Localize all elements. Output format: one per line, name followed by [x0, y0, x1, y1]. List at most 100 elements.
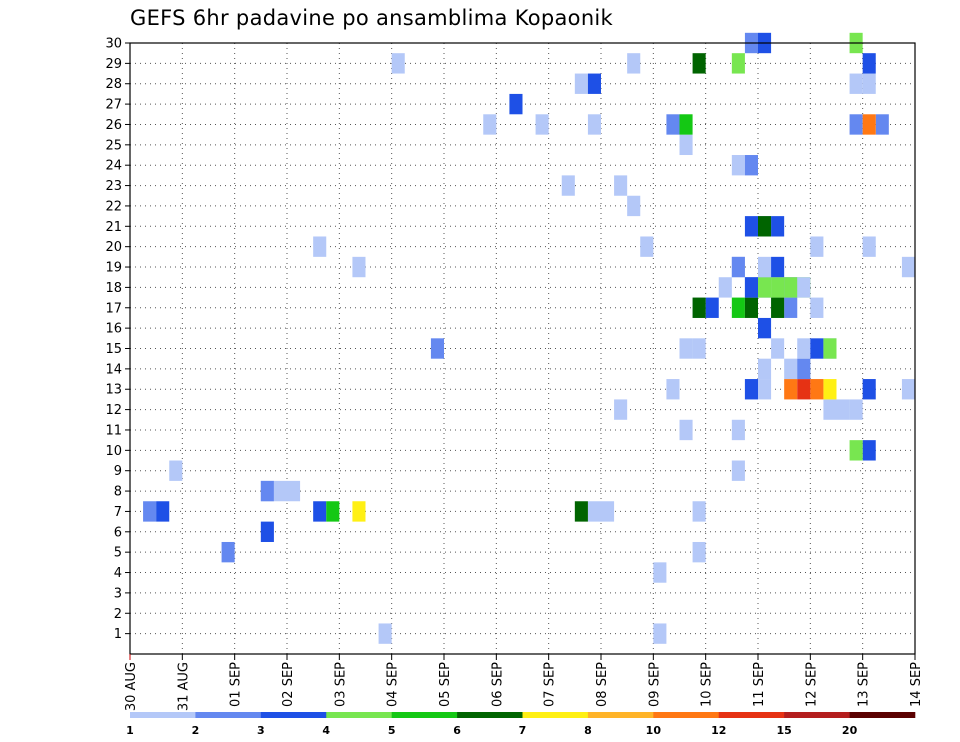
- heatmap-cell: [810, 379, 824, 400]
- heatmap-cell: [679, 114, 693, 135]
- heatmap-cell: [509, 93, 523, 115]
- heatmap-cell: [823, 379, 837, 400]
- legend-label: 10: [646, 724, 662, 737]
- y-axis: 1234567891011121314151617181920212223242…: [105, 37, 130, 642]
- heatmap-cell: [221, 541, 235, 563]
- heatmap-cell: [784, 358, 798, 380]
- heatmap-cell: [601, 501, 615, 522]
- heatmap-cell: [352, 501, 366, 522]
- heatmap-cell: [823, 338, 837, 359]
- y-tick-label: 16: [105, 322, 122, 337]
- legend-swatch: [653, 712, 720, 718]
- y-tick-label: 6: [114, 525, 122, 540]
- heatmap-cell: [692, 53, 706, 74]
- heatmap-cell: [862, 53, 876, 74]
- legend-label: 4: [322, 724, 330, 737]
- heatmap-cell: [758, 379, 772, 400]
- x-tick-label: 30 AUG: [124, 662, 139, 711]
- y-tick-label: 26: [105, 118, 122, 133]
- x-tick-label: 02 SEP: [281, 662, 296, 707]
- heatmap-cell: [666, 379, 680, 400]
- heatmap-cell: [744, 216, 758, 237]
- x-tick-label: 09 SEP: [647, 662, 662, 707]
- y-tick-label: 1: [114, 627, 122, 642]
- heatmap-cell: [744, 155, 758, 176]
- heatmap-cell: [483, 114, 497, 135]
- heatmap-cell: [797, 358, 811, 380]
- heatmap-cell: [731, 256, 745, 278]
- heatmap-cell: [718, 277, 732, 298]
- heatmap-cell: [535, 114, 549, 135]
- legend-swatch: [326, 712, 392, 718]
- y-tick-label: 30: [105, 37, 122, 52]
- y-tick-label: 11: [105, 423, 122, 438]
- heatmap-cell: [731, 460, 745, 481]
- legend-label: 12: [711, 724, 726, 737]
- heatmap-cell: [744, 297, 758, 318]
- heatmap-cell: [143, 501, 157, 522]
- heatmap-cell: [797, 277, 811, 298]
- heatmap-cell: [771, 216, 785, 237]
- heatmap-cell: [849, 399, 863, 420]
- legend-label: 6: [453, 724, 461, 737]
- heatmap-cell: [574, 501, 588, 522]
- y-tick-label: 2: [114, 607, 122, 622]
- heatmap-cell: [862, 379, 876, 400]
- x-tick-label: 07 SEP: [543, 662, 558, 707]
- heatmap-cell: [836, 399, 850, 420]
- heatmap-cell: [692, 541, 706, 563]
- y-tick-label: 20: [105, 240, 122, 255]
- heatmap-cell: [692, 338, 706, 359]
- legend-swatch: [718, 712, 785, 718]
- legend-swatch: [391, 712, 458, 718]
- heatmap-cell: [731, 419, 745, 441]
- y-tick-label: 14: [105, 362, 122, 377]
- heatmap-cell: [862, 114, 876, 135]
- legend-swatch: [849, 712, 916, 718]
- y-tick-label: 28: [105, 77, 122, 92]
- heatmap-cell: [744, 277, 758, 298]
- heatmap-cell: [862, 73, 876, 94]
- legend-swatch: [457, 712, 523, 718]
- heatmap-cell: [797, 338, 811, 359]
- x-tick-label: 31 AUG: [176, 662, 191, 711]
- x-tick-label: 11 SEP: [752, 662, 767, 707]
- heatmap-cell: [287, 480, 301, 502]
- heatmap-cell: [901, 379, 915, 400]
- legend-label: 5: [388, 724, 396, 737]
- legend-label: 2: [192, 724, 200, 737]
- heatmap-cell: [169, 460, 183, 481]
- heatmap-cell: [574, 73, 588, 94]
- y-tick-label: 19: [105, 261, 122, 276]
- x-tick-label: 03 SEP: [333, 662, 348, 707]
- heatmap-cell: [378, 623, 392, 644]
- y-tick-label: 25: [105, 138, 122, 153]
- legend-swatch: [260, 712, 327, 718]
- y-tick-label: 29: [105, 57, 122, 72]
- heatmap-cell: [313, 236, 327, 257]
- y-tick-label: 24: [105, 159, 122, 174]
- heatmap-cell: [561, 175, 575, 196]
- x-tick-label: 08 SEP: [595, 662, 610, 707]
- heatmap-cell: [771, 338, 785, 359]
- heatmap-cell: [679, 338, 693, 359]
- y-tick-label: 10: [105, 444, 122, 459]
- legend-label: 15: [777, 724, 792, 737]
- legend-swatch: [587, 712, 654, 718]
- heatmap-cell: [849, 73, 863, 94]
- x-tick-label: 01 SEP: [229, 662, 244, 707]
- heatmap-cell: [758, 317, 772, 339]
- heatmap-cell: [627, 53, 641, 74]
- legend-label: 7: [519, 724, 527, 737]
- heatmap-cell: [731, 53, 745, 74]
- chart-title: GEFS 6hr padavine po ansamblima Kopaonik: [130, 6, 614, 30]
- x-tick-label: 06 SEP: [490, 662, 505, 707]
- heatmap-cell: [862, 440, 876, 461]
- y-tick-label: 4: [114, 566, 122, 581]
- heatmap-cell: [758, 277, 772, 298]
- heatmap-cell: [692, 297, 706, 318]
- heatmap-cell: [679, 134, 693, 156]
- heatmap-cell: [771, 297, 785, 318]
- y-tick-label: 8: [114, 485, 122, 500]
